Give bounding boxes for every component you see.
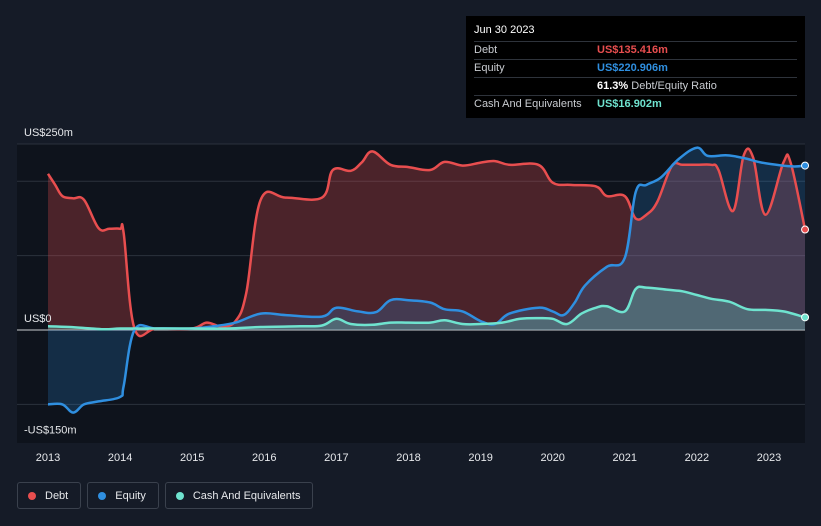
- x-tick-label: 2023: [757, 452, 781, 464]
- ratio-caption: Debt/Equity Ratio: [631, 80, 717, 92]
- cash-and-equivalents-area: [48, 286, 805, 330]
- equity-line: [47, 146, 806, 414]
- equity-dot-icon: [98, 491, 107, 500]
- grid-lines: [17, 143, 805, 405]
- legend-item-debt[interactable]: Debt: [17, 482, 82, 509]
- chart-legend: Debt Equity Cash And Equivalents: [17, 482, 314, 509]
- plot-background: [17, 144, 805, 443]
- tooltip-row-ratio: 61.3% Debt/Equity Ratio: [474, 77, 797, 95]
- tooltip-row-cash: Cash And Equivalents US$16.902m: [474, 95, 797, 113]
- x-axis-labels: 2013 2014 2015 2016 2017 2018 2019 2020 2021 2022…: [36, 452, 781, 464]
- x-tick-label: 2013: [36, 452, 60, 464]
- tooltip-equity-label: Equity: [474, 62, 505, 74]
- x-tick-label: 2017: [324, 452, 348, 464]
- equity-area: [48, 147, 805, 413]
- debt-dot-icon: [28, 491, 36, 500]
- legend-debt-label: Debt: [45, 489, 69, 502]
- ratio-percent: 61.3%: [597, 80, 629, 92]
- tooltip-panel: Jun 30 2023 Debt US$135.416m Equity US$2…: [466, 16, 805, 118]
- tooltip-row-debt: Debt US$135.416m: [474, 41, 797, 59]
- tooltip-ratio-value: 61.3% Debt/Equity Ratio: [597, 78, 717, 95]
- cash-dot-icon: [175, 491, 184, 500]
- x-tick-label: 2014: [108, 452, 132, 464]
- legend-equity-label: Equity: [115, 489, 146, 502]
- y-tick-label: US$250m: [24, 127, 73, 139]
- legend-item-cash[interactable]: Cash And Equivalents: [164, 482, 314, 509]
- legend-cash-label: Cash And Equivalents: [192, 489, 301, 502]
- x-tick-label: 2020: [540, 452, 564, 464]
- x-tick-label: 2021: [613, 452, 637, 464]
- debt-line: [46, 147, 807, 338]
- x-tick-label: 2022: [685, 452, 709, 464]
- tooltip-debt-label: Debt: [474, 44, 498, 56]
- x-tick-label: 2016: [252, 452, 276, 464]
- debt-end-point: [801, 225, 810, 234]
- y-tick-label: US$0: [24, 313, 52, 325]
- tooltip-row-equity: Equity US$220.906m: [474, 59, 797, 77]
- series-lines: [46, 146, 807, 414]
- y-tick-label: -US$150m: [24, 425, 77, 437]
- tooltip-debt-value: US$135.416m: [597, 44, 668, 56]
- cash-and-equivalents-line: [47, 285, 806, 331]
- cash-and-equivalents-end-point: [801, 313, 810, 322]
- x-tick-label: 2015: [180, 452, 204, 464]
- tooltip-cash-value: US$16.902m: [597, 98, 662, 110]
- tooltip-date: Jun 30 2023: [474, 24, 535, 36]
- legend-item-equity[interactable]: Equity: [87, 482, 159, 509]
- end-markers: [801, 161, 810, 322]
- x-tick-label: 2018: [396, 452, 420, 464]
- equity-end-point: [801, 161, 810, 170]
- tooltip-cash-label: Cash And Equivalents: [474, 98, 582, 110]
- y-axis-labels: US$250m US$0 -US$150m: [24, 127, 77, 437]
- x-tick-label: 2019: [468, 452, 492, 464]
- tooltip-ratio-label: [474, 78, 597, 95]
- tooltip-equity-value: US$220.906m: [597, 62, 668, 74]
